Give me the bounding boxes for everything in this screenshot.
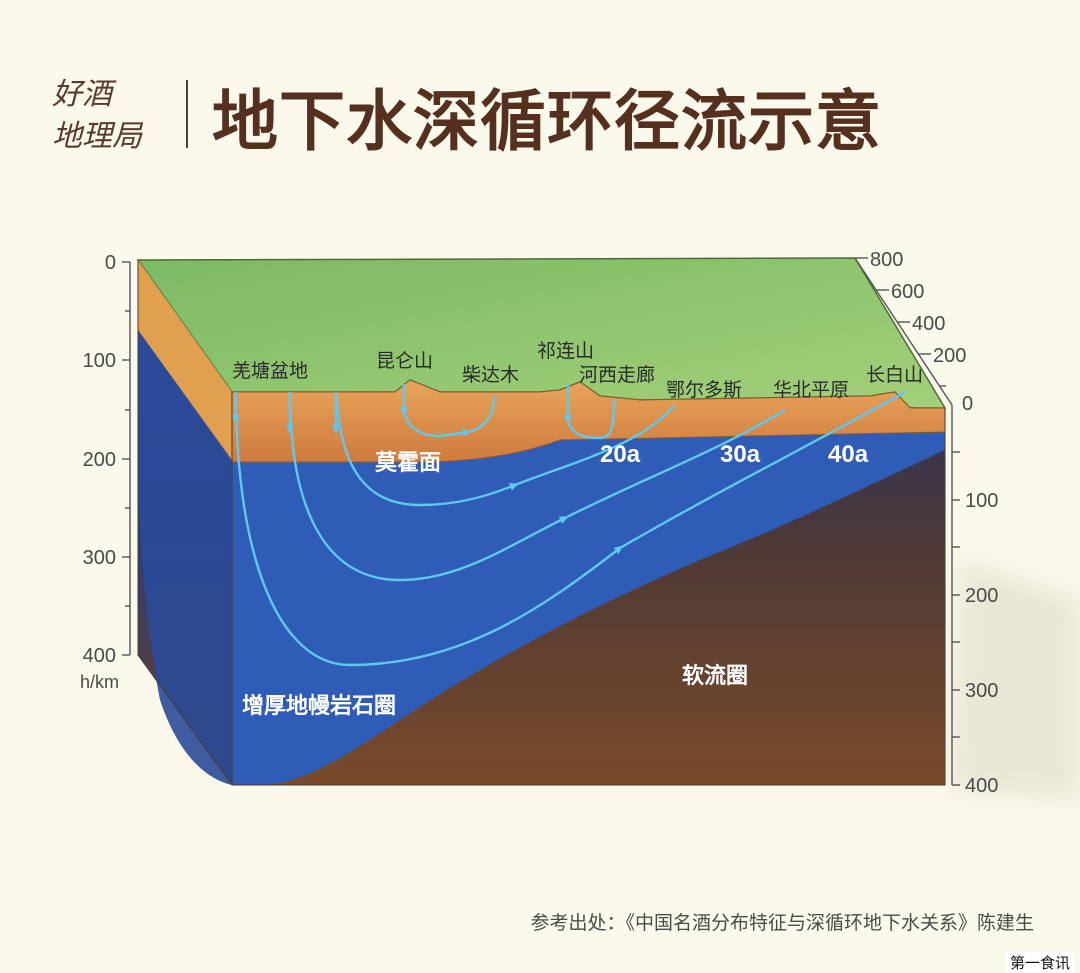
- right-tick-600: 600: [891, 281, 924, 303]
- left-side-crust: [138, 260, 232, 462]
- left-tick-100: 100: [83, 350, 116, 372]
- right-axis-top: [854, 257, 953, 406]
- place-qiangtang-basin: 羌塘盆地: [232, 360, 308, 382]
- block-shadow: [950, 560, 1080, 800]
- right-axis-bottom: [951, 405, 960, 786]
- left-tick-300: 300: [83, 547, 116, 569]
- age-label-20a: 20a: [600, 441, 641, 468]
- brand-logo: 好酒 地理局: [52, 74, 172, 158]
- flow-path-30a: [288, 391, 569, 582]
- place-hexi-corridor: 河西走廊: [579, 364, 655, 386]
- brand-line-1: 好酒: [52, 77, 112, 112]
- right-tick-depth-300: 300: [965, 680, 998, 702]
- place-kunlun-mountains: 昆仑山: [376, 350, 433, 372]
- right-tick-400: 400: [912, 313, 945, 335]
- layer-label-lithosphere: 增厚地幔岩石圈: [242, 693, 396, 719]
- mantle-lithosphere-region: [232, 432, 945, 785]
- left-axis-unit: h/km: [80, 672, 119, 692]
- right-tick-200: 200: [933, 345, 966, 367]
- block-outline-left: [137, 260, 233, 786]
- flow-hexi: [566, 399, 616, 440]
- watermark: 第一食讯: [1005, 952, 1074, 973]
- place-north-china-plain: 华北平原: [773, 379, 849, 401]
- flow-path-40a-tail: [619, 390, 906, 550]
- right-tick-depth-400: 400: [965, 775, 998, 797]
- place-qaidam: 柴达木: [462, 364, 519, 386]
- flow-kunlun-basin: [402, 411, 472, 438]
- right-tick-0: 0: [962, 393, 973, 415]
- place-qilian-mountains: 祁连山: [537, 340, 594, 362]
- page-title: 地下水深循环径流示意: [212, 82, 882, 160]
- block-outline: [231, 392, 946, 786]
- mantle-keel: [138, 330, 232, 785]
- right-tick-depth-200: 200: [965, 585, 998, 607]
- left-axis: [122, 261, 131, 656]
- title-divider: [186, 80, 188, 148]
- place-ordos: 鄂尔多斯: [666, 379, 742, 401]
- brand-line-2: 地理局: [52, 119, 142, 154]
- right-tick-depth-100: 100: [965, 490, 998, 512]
- place-changbai-mountains: 长白山: [866, 364, 923, 386]
- flow-paths: [232, 384, 906, 667]
- flow-path-20a: [334, 391, 519, 507]
- right-tick-800: 800: [870, 249, 903, 271]
- flow-path-20a-tail: [514, 404, 676, 487]
- left-tick-200: 200: [83, 449, 116, 471]
- flow-path-30a-tail: [564, 408, 786, 520]
- left-tick-400: 400: [83, 645, 116, 667]
- flow-qaidam-up: [467, 395, 496, 434]
- age-label-40a: 40a: [828, 441, 869, 468]
- left-tick-0: 0: [105, 252, 116, 274]
- crust-region: [231, 379, 946, 463]
- source-citation: 参考出处：《中国名酒分布特征与深循环地下水关系》陈建生: [530, 912, 1034, 934]
- layer-label-asthenosphere: 软流圈: [682, 663, 748, 689]
- flow-path-40a: [234, 391, 624, 667]
- age-label-30a: 30a: [720, 441, 761, 468]
- layer-label-moho: 莫霍面: [375, 451, 441, 476]
